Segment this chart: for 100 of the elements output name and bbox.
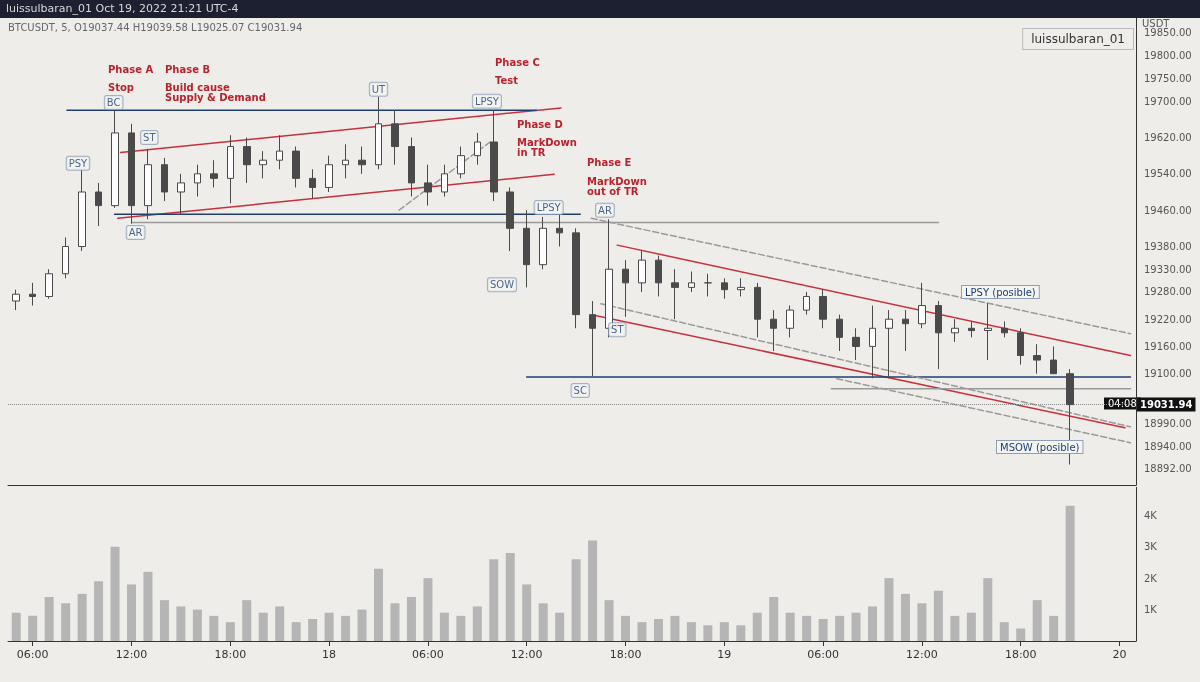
candlestick: [243, 136, 251, 184]
candlestick: [144, 148, 152, 220]
candlestick: [474, 132, 481, 166]
bar: [1016, 628, 1026, 641]
candlestick: [95, 182, 102, 227]
y-tick-label: 19220.00: [1144, 313, 1192, 325]
bar: [966, 612, 976, 641]
candlestick: [325, 155, 333, 193]
bar: [868, 606, 878, 641]
candlestick: [836, 314, 843, 352]
x-tick-label: 12:00: [510, 648, 543, 661]
bar: [900, 593, 910, 641]
candlestick: [227, 134, 234, 204]
candlestick: [29, 282, 36, 307]
y-tick-label: 3K: [1144, 541, 1158, 553]
candlestick: [638, 250, 646, 293]
candlestick: [869, 305, 876, 379]
bar: [61, 603, 71, 641]
bar: [522, 584, 532, 641]
bar: [209, 615, 219, 641]
bar: [703, 625, 713, 641]
bar: [308, 619, 318, 641]
bar: [999, 622, 1009, 641]
candlestick: [754, 282, 761, 338]
annotation: SOW: [489, 279, 515, 291]
annotation: BC: [106, 97, 121, 108]
y-tick-label: 19750.00: [1144, 72, 1192, 84]
candlestick: [62, 236, 69, 279]
candlestick: [276, 134, 283, 170]
bar: [884, 578, 894, 641]
bar: [341, 615, 351, 641]
candlestick: [259, 150, 267, 179]
candlestick: [1001, 320, 1008, 338]
candlestick: [968, 320, 975, 338]
x-tick-label: 06:00: [807, 648, 839, 661]
candlestick: [918, 282, 926, 329]
y-tick-label: 2K: [1144, 572, 1158, 584]
candlestick: [292, 146, 300, 188]
candlestick: [161, 157, 168, 202]
y-tick-label: 19380.00: [1144, 241, 1192, 252]
bar: [736, 625, 746, 641]
bar: [917, 603, 927, 641]
candlestick: [721, 277, 728, 300]
y-tick-label: 19100.00: [1144, 368, 1192, 380]
candlestick: [605, 218, 613, 338]
annotation: AR: [598, 204, 612, 216]
x-tick-label: 12:00: [115, 648, 148, 661]
bar: [670, 615, 680, 641]
candlestick: [984, 302, 992, 361]
bar: [439, 612, 449, 641]
annotation: Phase B: [165, 63, 211, 75]
bar: [653, 619, 663, 641]
candlestick: [128, 123, 135, 225]
bar: [242, 600, 252, 641]
candlestick: [1017, 327, 1024, 366]
bar: [225, 622, 235, 641]
candlestick: [375, 96, 382, 170]
bar: [538, 603, 548, 641]
candlestick: [358, 146, 366, 175]
bar: [686, 622, 696, 641]
bar: [752, 612, 762, 641]
annotation: out of TR: [587, 185, 639, 197]
annotation: MarkDown: [517, 136, 577, 148]
y-tick-label: 19540.00: [1144, 168, 1192, 180]
x-tick-label: 18:00: [609, 648, 642, 661]
bar: [933, 590, 943, 641]
candlestick: [902, 309, 909, 352]
bar: [275, 606, 285, 641]
candlestick: [688, 270, 695, 293]
bar: [588, 540, 598, 641]
bar: [28, 615, 38, 641]
annotation: LPSY: [536, 201, 562, 213]
candlestick: [523, 209, 530, 288]
candlestick: [408, 136, 415, 198]
x-tick-label: 06:00: [412, 648, 444, 661]
annotation: Phase D: [517, 118, 563, 130]
candlestick: [457, 146, 465, 179]
annotation: LPSY: [474, 95, 500, 107]
candlestick: [194, 164, 201, 198]
annotation: in TR: [517, 146, 546, 158]
candlestick: [45, 268, 53, 300]
candlestick: [342, 143, 349, 179]
candlestick: [309, 168, 316, 200]
candlestick: [572, 227, 580, 329]
x-tick-label: 20: [1112, 648, 1127, 661]
x-tick-label: 18:00: [1004, 648, 1037, 661]
bar: [406, 597, 416, 641]
bar: [489, 559, 499, 641]
bar: [11, 612, 21, 641]
bar: [769, 597, 779, 641]
candlestick: [786, 305, 794, 338]
candlestick: [78, 168, 86, 252]
candlestick: [852, 327, 860, 361]
bar: [835, 615, 845, 641]
annotation: UT: [371, 83, 387, 95]
bar: [983, 578, 993, 641]
candlestick: [622, 259, 629, 318]
bar: [291, 622, 301, 641]
x-tick-label: 18:00: [214, 648, 247, 661]
bar: [258, 612, 268, 641]
